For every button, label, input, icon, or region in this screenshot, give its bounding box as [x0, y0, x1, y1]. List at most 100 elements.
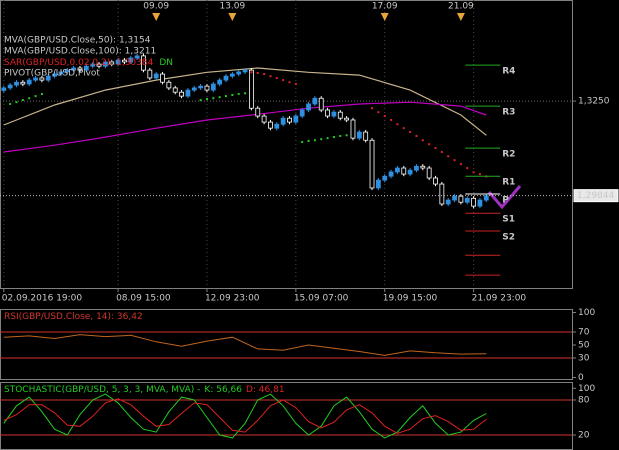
- date-marker-label: 17.09: [372, 2, 398, 12]
- candle-body: [128, 57, 134, 63]
- y-tick-label: 1,3250: [578, 97, 610, 107]
- sar-dot: [269, 75, 272, 78]
- date-marker-label: 21.09: [448, 2, 474, 12]
- indicator-title: RSI(GBP/USD.Close, 14): 36,42: [4, 312, 143, 322]
- candle-body: [426, 167, 432, 179]
- candle-body: [236, 71, 242, 75]
- candle-body: [268, 121, 273, 129]
- candle-body: [274, 123, 280, 129]
- candle-body: [382, 175, 388, 181]
- pivot-label: S2: [502, 233, 515, 243]
- series-line: [3, 67, 487, 136]
- indicator-title-text: RSI(GBP/USD.Close, 14): 36,42: [4, 312, 143, 322]
- candle-body: [464, 197, 470, 203]
- candle-body: [90, 63, 96, 67]
- y-tick-label: 0: [578, 373, 584, 383]
- candle-body: [369, 139, 375, 189]
- indicator-title-text: STOCHASTIC(GBP/USD, 5, 3, 3, MVA, MVA) -: [4, 385, 200, 395]
- candle-body: [306, 103, 311, 111]
- candle-body: [439, 183, 445, 205]
- candle-body: [115, 59, 121, 65]
- date-marker-label: 13.09: [219, 2, 245, 12]
- sar-dot: [415, 134, 418, 137]
- candle-body: [20, 81, 26, 85]
- candle-body: [39, 77, 45, 81]
- candle-body: [356, 131, 362, 139]
- y-tick-label: 100: [578, 384, 595, 394]
- sar-dot: [466, 167, 469, 170]
- sar-dot: [15, 101, 18, 104]
- sar-dot: [396, 123, 399, 126]
- candle-body: [477, 199, 483, 207]
- sar-dot: [459, 163, 462, 166]
- x-tick-label: 02.09.2016 19:00: [2, 294, 83, 304]
- pivot-label: S1: [502, 215, 515, 225]
- candle-body: [375, 179, 381, 189]
- candle-body: [122, 59, 127, 63]
- series-line: [3, 334, 487, 356]
- sar-dot: [244, 92, 247, 95]
- candle-body: [363, 131, 369, 141]
- date-marker: [228, 13, 237, 21]
- candle-body: [96, 63, 102, 67]
- candle-body: [299, 109, 305, 117]
- sar-dot: [28, 97, 31, 100]
- sar-dot: [440, 151, 443, 154]
- pivot-label: R4: [502, 67, 515, 77]
- y-tick-label: 70: [578, 328, 590, 338]
- candle-body: [198, 85, 204, 89]
- candle-body: [71, 67, 77, 71]
- sar-dot: [256, 71, 259, 74]
- pivot-label: R3: [502, 108, 515, 118]
- y-tick-label: 20: [578, 431, 590, 441]
- sar-dot: [390, 118, 393, 121]
- x-tick-label: 08.09 15:00: [116, 294, 171, 304]
- indicator-title: STOCHASTIC(GBP/USD, 5, 3, 3, MVA, MVA) -…: [4, 385, 285, 395]
- candle-body: [242, 69, 248, 73]
- y-tick-label: 80: [578, 395, 590, 405]
- sar-dot: [231, 94, 234, 97]
- sar-dot: [282, 79, 285, 82]
- candle-body: [344, 117, 350, 121]
- sar-dot: [326, 137, 329, 140]
- sar-dot: [237, 92, 240, 95]
- sar-dot: [409, 131, 412, 134]
- candle-body: [134, 55, 140, 59]
- sar-dot: [294, 83, 297, 86]
- date-marker: [152, 13, 161, 21]
- legend-entry: PIVOT(GBP/USD,Pivot: [4, 69, 100, 79]
- candle-body: [458, 195, 464, 203]
- legend-entry: MVA(GBP/USD.Close,100): 1,3211: [4, 47, 156, 57]
- candle-body: [102, 61, 108, 67]
- sar-dot: [345, 134, 348, 137]
- x-tick-label: 15.09 07:00: [294, 294, 349, 304]
- sar-dot: [447, 155, 450, 158]
- sar-dot: [275, 76, 278, 79]
- candle-body: [280, 117, 286, 125]
- candle-body: [185, 89, 191, 97]
- sar-dot: [453, 159, 456, 162]
- candle-body: [350, 119, 356, 139]
- candle-body: [204, 85, 210, 91]
- candle-body: [26, 79, 32, 85]
- candle-body: [223, 75, 229, 81]
- candle-body: [483, 195, 489, 201]
- candle-body: [445, 199, 451, 205]
- candle-body: [255, 107, 261, 117]
- series-line: [3, 393, 487, 439]
- sar-dot: [307, 139, 310, 142]
- candle-body: [318, 97, 324, 111]
- candle-body: [83, 65, 89, 71]
- candle-body: [287, 117, 292, 123]
- candle-body: [45, 75, 51, 81]
- candle-body: [312, 97, 318, 105]
- candle-body: [337, 111, 343, 119]
- candle-body: [14, 81, 19, 86]
- candle-body: [420, 165, 426, 169]
- date-marker-label: 09.09: [143, 2, 169, 12]
- last-price-box: [573, 189, 619, 203]
- sar-dot: [383, 115, 386, 118]
- sar-dot: [339, 134, 342, 137]
